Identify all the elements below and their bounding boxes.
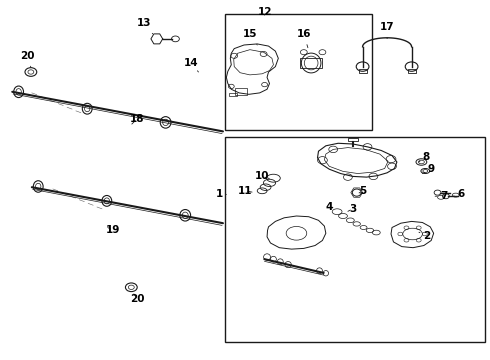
Text: 20: 20 bbox=[20, 51, 34, 68]
Text: 13: 13 bbox=[137, 18, 153, 34]
Bar bbox=[229, 93, 237, 96]
Text: 18: 18 bbox=[130, 114, 145, 124]
Text: 6: 6 bbox=[453, 189, 464, 199]
Text: 1: 1 bbox=[216, 189, 226, 199]
Text: 17: 17 bbox=[380, 22, 394, 39]
Text: 2: 2 bbox=[419, 231, 430, 241]
Text: 20: 20 bbox=[130, 294, 145, 304]
Text: 7: 7 bbox=[435, 191, 447, 201]
Bar bbox=[225, 14, 372, 130]
Text: 8: 8 bbox=[419, 152, 430, 162]
Text: 10: 10 bbox=[255, 171, 270, 181]
Text: 16: 16 bbox=[296, 29, 311, 48]
Text: 11: 11 bbox=[238, 186, 252, 196]
Text: 14: 14 bbox=[184, 58, 198, 72]
Bar bbox=[408, 69, 416, 73]
Text: 4: 4 bbox=[325, 202, 333, 212]
Text: 19: 19 bbox=[105, 225, 120, 235]
Text: 9: 9 bbox=[422, 164, 435, 174]
Bar bbox=[225, 137, 485, 342]
Bar bbox=[348, 138, 358, 141]
Text: 5: 5 bbox=[359, 186, 366, 196]
Text: 3: 3 bbox=[348, 204, 356, 214]
Text: 15: 15 bbox=[243, 29, 257, 45]
Bar bbox=[300, 58, 322, 68]
Text: 12: 12 bbox=[257, 6, 272, 17]
Bar bbox=[235, 88, 247, 95]
Bar bbox=[359, 69, 367, 73]
